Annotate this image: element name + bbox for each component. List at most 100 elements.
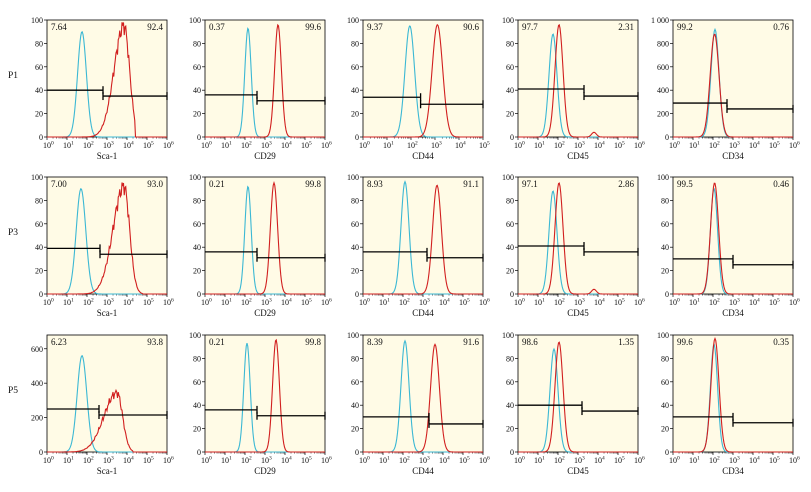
gate-right-percent: 0.46	[773, 179, 789, 189]
x-tick-base: 10	[749, 298, 757, 307]
gate-left-percent: 8.39	[367, 337, 383, 347]
sample-histogram	[518, 23, 638, 138]
x-tick-exponent: 4	[757, 141, 760, 147]
x-tick-base: 10	[321, 141, 329, 150]
x-tick-exponent: 3	[737, 456, 740, 462]
gate-left-percent: 99.6	[677, 337, 693, 347]
x-tick-exponent: 6	[797, 298, 800, 304]
y-tick-label: 80	[193, 196, 201, 205]
x-tick-base: 10	[321, 456, 329, 465]
x-tick-label: 101	[379, 456, 390, 466]
x-tick-exponent: 1	[542, 141, 545, 147]
x-tick-base: 10	[379, 456, 387, 465]
x-tick-exponent: 1	[542, 298, 545, 304]
x-tick-label: 100	[359, 141, 370, 151]
plot-area	[204, 19, 326, 138]
x-tick-label: 102	[399, 456, 410, 466]
x-tick-label: 103	[419, 298, 430, 308]
x-tick-exponent: 4	[463, 141, 466, 147]
x-tick-base: 10	[419, 298, 427, 307]
x-tick-label: 104	[594, 298, 605, 308]
x-tick-base: 10	[789, 456, 797, 465]
x-tick-exponent: 4	[602, 298, 605, 304]
y-tick-label: 60	[351, 220, 359, 229]
y-tick-label: 60	[351, 378, 359, 387]
x-tick-base: 10	[709, 298, 717, 307]
x-tick-label: 105	[459, 298, 470, 308]
marker-axis-label: CD44	[412, 308, 434, 318]
gate-right-percent: 0.76	[773, 22, 789, 32]
marker-axis-label: Sca-1	[97, 308, 118, 318]
y-tick-label: 0	[355, 290, 359, 299]
x-tick-exponent: 0	[367, 298, 370, 304]
x-tick-exponent: 0	[51, 456, 54, 462]
x-tick-label: 103	[574, 141, 585, 151]
x-tick-label: 103	[574, 456, 585, 466]
x-tick-exponent: 5	[151, 141, 154, 147]
y-tick-label: 40	[506, 86, 514, 95]
marker-axis-label: Sca-1	[97, 151, 118, 161]
y-tick-label: 100	[31, 16, 43, 25]
x-tick-base: 10	[439, 456, 447, 465]
y-tick-label: 100	[189, 331, 201, 340]
x-tick-label: 104	[749, 141, 760, 151]
gate-left-percent: 0.21	[209, 179, 225, 189]
y-tick-label: 40	[506, 401, 514, 410]
x-tick-label: 105	[769, 298, 780, 308]
x-tick-label: 103	[261, 141, 272, 151]
x-tick-label: 104	[281, 298, 292, 308]
y-tick-label: 200	[657, 110, 669, 119]
x-tick-label: 102	[709, 298, 720, 308]
sample-histogram	[205, 181, 325, 295]
x-tick-label: 104	[749, 298, 760, 308]
x-tick-label: 104	[439, 298, 450, 308]
x-tick-base: 10	[301, 456, 309, 465]
x-tick-base: 10	[789, 298, 797, 307]
x-tick-label: 104	[281, 456, 292, 466]
sample-histogram	[47, 182, 167, 295]
x-tick-base: 10	[261, 141, 269, 150]
x-tick-label: 106	[321, 141, 332, 151]
x-tick-exponent: 6	[329, 456, 332, 462]
x-tick-base: 10	[614, 456, 622, 465]
x-tick-base: 10	[63, 141, 71, 150]
y-tick-label: 0	[665, 133, 669, 142]
gate-left-percent: 7.00	[51, 179, 67, 189]
x-tick-base: 10	[163, 456, 171, 465]
plot-area	[204, 334, 326, 453]
x-tick-base: 10	[63, 298, 71, 307]
x-tick-base: 10	[321, 298, 329, 307]
x-tick-base: 10	[379, 298, 387, 307]
x-tick-exponent: 3	[582, 456, 585, 462]
y-tick-label: 60	[193, 63, 201, 72]
x-tick-base: 10	[689, 298, 697, 307]
y-tick-label: 20	[351, 267, 359, 276]
y-tick-label: 80	[506, 196, 514, 205]
x-tick-base: 10	[143, 456, 151, 465]
x-tick-exponent: 3	[582, 141, 585, 147]
gate-right-percent: 2.31	[618, 22, 634, 32]
x-tick-label: 105	[479, 141, 490, 151]
y-tick-label: 40	[661, 401, 669, 410]
x-tick-exponent: 6	[797, 141, 800, 147]
x-tick-label: 101	[534, 456, 545, 466]
y-tick-label: 60	[35, 220, 43, 229]
x-tick-base: 10	[459, 298, 467, 307]
gate-right-percent: 93.0	[147, 179, 163, 189]
x-tick-label: 100	[359, 456, 370, 466]
x-tick-label: 105	[769, 141, 780, 151]
x-tick-label: 100	[669, 141, 680, 151]
x-tick-exponent: 6	[171, 298, 174, 304]
y-tick-label: 40	[351, 243, 359, 252]
x-tick-label: 101	[689, 141, 700, 151]
sample-histogram	[673, 336, 793, 453]
x-tick-label: 103	[103, 141, 114, 151]
x-tick-base: 10	[459, 456, 467, 465]
x-tick-base: 10	[123, 456, 131, 465]
x-tick-exponent: 5	[309, 298, 312, 304]
x-tick-base: 10	[63, 456, 71, 465]
y-tick-label: 60	[506, 378, 514, 387]
